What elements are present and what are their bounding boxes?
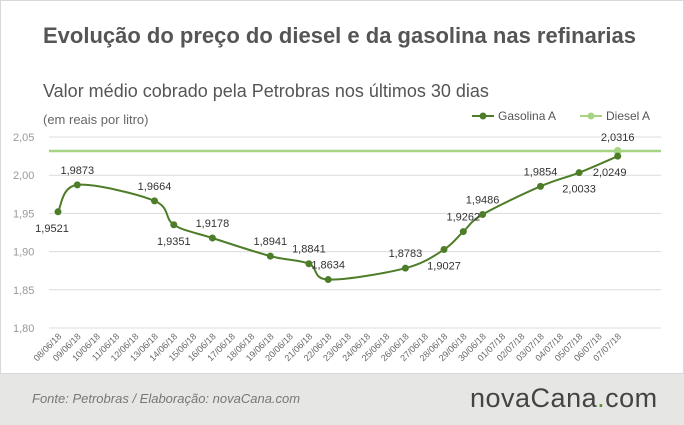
y-tick-label: 2,00 (13, 170, 34, 182)
gasolina-data-label: 1,9521 (35, 223, 69, 235)
source-note: Fonte: Petrobras / Elaboração: novaCana.… (32, 391, 301, 406)
novacana-logo: novaCana.com (470, 383, 658, 414)
gasolina-data-label: 1,9854 (524, 166, 558, 178)
y-tick-label: 2,05 (13, 132, 34, 144)
gasolina-data-label: 1,8841 (292, 244, 326, 256)
gasolina-point (266, 252, 274, 260)
gasolina-data-label: 1,8783 (389, 248, 423, 260)
gasolina-point (479, 210, 487, 218)
gasolina-data-label: 2,0249 (593, 167, 627, 179)
gasolina-data-label: 1,9027 (427, 261, 461, 273)
gasolina-data-label: 1,9873 (60, 165, 94, 177)
logo-dot: . (597, 383, 606, 413)
chart-subtitle: Valor médio cobrado pela Petrobras nos ú… (43, 81, 489, 101)
gasolina-point (575, 169, 583, 177)
gasolina-data-label: 1,8634 (311, 260, 345, 272)
gasolina-point (170, 221, 178, 229)
gasolina-data-label: 2,0033 (562, 184, 596, 196)
unit-note: (em reais por litro) (43, 112, 149, 127)
legend-item-gasolina: Gasolina A (472, 109, 556, 123)
diesel-data-label: 2,0316 (601, 132, 635, 144)
gasolina-data-label: 1,9262 (446, 212, 480, 224)
line-chart: 1,801,851,901,952,002,0508/06/1809/06/18… (13, 132, 661, 363)
gasolina-data-label: 1,9486 (466, 194, 500, 206)
gasolina-point (614, 152, 622, 160)
chart-title: Evolução do preço do diesel e da gasolin… (43, 23, 636, 48)
y-tick-label: 1,95 (13, 208, 34, 220)
legend-item-diesel: Diesel A (580, 109, 650, 123)
gasolina-data-label: 1,9664 (138, 181, 172, 193)
gasolina-point (440, 246, 448, 254)
gasolina-point (401, 264, 409, 272)
gasolina-legend-icon (472, 112, 494, 120)
chart-card: Evolução do preço do diesel e da gasolin… (0, 0, 684, 374)
gasolina-point (73, 181, 81, 189)
legend-label-gasolina: Gasolina A (498, 109, 557, 123)
y-tick-label: 1,85 (13, 285, 34, 297)
gasolina-point (208, 234, 216, 242)
gasolina-point (537, 182, 544, 190)
gasolina-point (324, 276, 332, 284)
gasolina-data-label: 1,9178 (196, 218, 230, 230)
footer: Fonte: Petrobras / Elaboração: novaCana.… (0, 374, 684, 425)
y-tick-label: 1,90 (13, 247, 34, 259)
logo-main: novaCana (470, 383, 598, 413)
legend-label-diesel: Diesel A (606, 109, 651, 123)
gasolina-point (459, 228, 467, 236)
gasolina-point (54, 208, 62, 216)
gasolina-point (151, 197, 158, 205)
gasolina-data-label: 1,9351 (157, 236, 191, 248)
gasolina-data-label: 1,8941 (253, 236, 287, 248)
gasolina-point (305, 260, 313, 268)
y-tick-label: 1,80 (13, 323, 34, 335)
diesel-point (613, 147, 622, 156)
diesel-legend-icon (580, 112, 602, 120)
logo-tld: com (605, 383, 658, 413)
